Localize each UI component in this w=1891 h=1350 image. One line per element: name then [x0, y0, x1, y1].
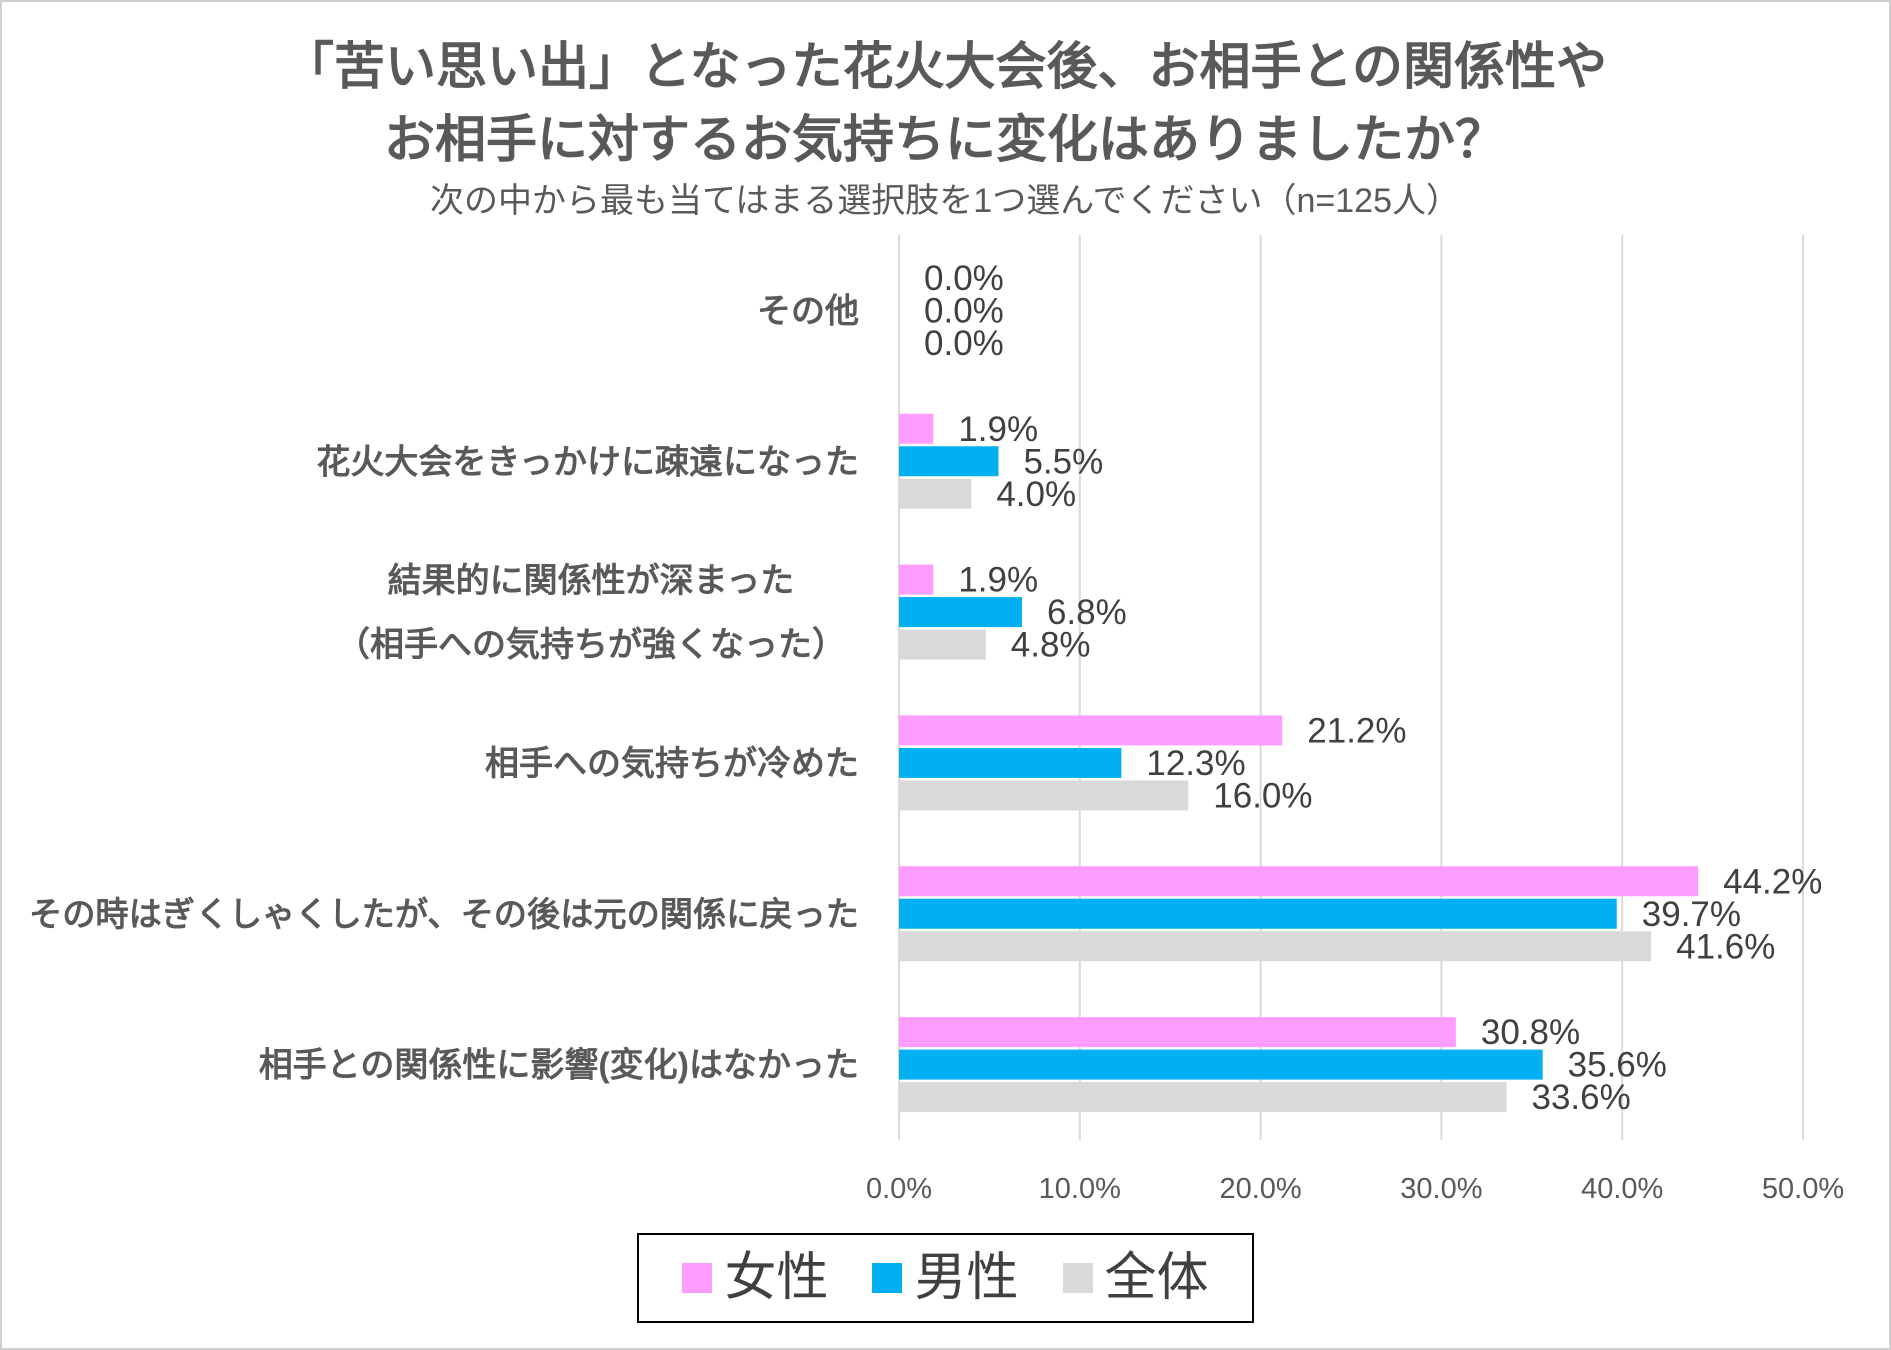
data-label-female-5: 30.8% — [1481, 1013, 1580, 1052]
x-tick-label: 10.0% — [1039, 1173, 1121, 1205]
data-label-total-4: 41.6% — [1676, 927, 1775, 966]
data-label-female-3: 21.2% — [1307, 711, 1406, 750]
gridlines — [898, 235, 1804, 1140]
bar-male-5 — [899, 1049, 1543, 1080]
legend-swatch-female — [682, 1263, 713, 1293]
bar-female-1 — [899, 413, 934, 444]
bar-total-3 — [899, 780, 1189, 811]
bar-total-4 — [899, 931, 1652, 962]
bar-male-3 — [899, 747, 1122, 778]
legend-item-female: 女性 — [682, 1252, 828, 1304]
bar-total-2 — [899, 629, 986, 660]
chart-title-line-2: お相手に対するお気持ちに変化はありましたか？ — [384, 111, 1506, 168]
bars — [899, 413, 1699, 1113]
chart-subtitle: 次の中から最も当てはまる選択肢を1つ選んでください（n=125人） — [430, 182, 1460, 220]
legend-label-total: 全体 — [1104, 1249, 1209, 1307]
data-label-total-3: 16.0% — [1213, 776, 1312, 815]
data-label-female-4: 44.2% — [1723, 862, 1822, 901]
legend-swatch-male — [872, 1263, 903, 1293]
bar-female-5 — [899, 1017, 1456, 1048]
category-label-5: 相手との関係性に影響(変化)はなかった — [259, 1046, 859, 1085]
bar-male-2 — [899, 597, 1022, 628]
legend-label-male: 男性 — [914, 1249, 1019, 1307]
data-label-female-2: 1.9% — [958, 561, 1038, 600]
x-tick-label: 40.0% — [1581, 1173, 1663, 1205]
data-label-total-1: 4.0% — [996, 475, 1076, 514]
category-label-1: 花火大会をきっかけに疎遠になった — [316, 443, 859, 481]
data-label-male-5: 35.6% — [1568, 1046, 1667, 1085]
data-label-total-5: 33.6% — [1531, 1078, 1630, 1117]
category-label-2-line-1: 結果的に関係性が深まった — [388, 562, 795, 600]
bar-total-1 — [899, 478, 972, 509]
x-axis-tick-labels: 0.0% 10.0% 20.0% 30.0% 40.0% 50.0% — [866, 1173, 1844, 1205]
data-label-male-3: 12.3% — [1146, 744, 1245, 783]
x-tick-label: 50.0% — [1762, 1173, 1844, 1205]
x-tick-label: 30.0% — [1400, 1173, 1482, 1205]
legend-label-female: 女性 — [724, 1249, 829, 1307]
data-label-male-1: 5.5% — [1023, 442, 1103, 481]
bar-female-2 — [899, 564, 934, 595]
chart-title-line-1: 「苦い思い出」となった花火大会後、お相手との関係性や — [283, 38, 1607, 95]
data-label-female-0: 0.0% — [924, 259, 1004, 298]
data-label-female-1: 1.9% — [958, 410, 1038, 449]
data-label-total-2: 4.8% — [1011, 626, 1091, 665]
bar-female-3 — [899, 715, 1283, 746]
data-label-male-2: 6.8% — [1047, 593, 1127, 632]
bar-female-4 — [899, 866, 1699, 897]
legend: 女性 男性 全体 — [637, 1233, 1254, 1323]
bar-male-1 — [899, 446, 999, 477]
data-label-male-0: 0.0% — [924, 291, 1004, 330]
x-tick-label: 0.0% — [866, 1173, 932, 1205]
category-label-0: その他 — [757, 292, 859, 330]
legend-item-male: 男性 — [872, 1249, 1019, 1307]
data-label-male-4: 39.7% — [1642, 895, 1741, 934]
x-tick-label: 20.0% — [1219, 1173, 1301, 1205]
category-label-2-line-2: （相手への気持ちが強くなった） — [336, 625, 846, 664]
data-label-total-0: 0.0% — [924, 324, 1004, 363]
bar-male-4 — [899, 898, 1617, 929]
bar-total-5 — [899, 1082, 1507, 1113]
category-label-4: その時はぎくしゃくしたが、その後は元の関係に戻った — [29, 896, 859, 934]
data-labels: 0.0%0.0%0.0%1.9%5.5%4.0%1.9%6.8%4.8%21.2… — [924, 259, 1822, 1117]
category-label-3: 相手への気持ちが冷めた — [485, 745, 859, 783]
legend-item-total: 全体 — [1062, 1249, 1209, 1307]
legend-swatch-total — [1062, 1263, 1093, 1293]
